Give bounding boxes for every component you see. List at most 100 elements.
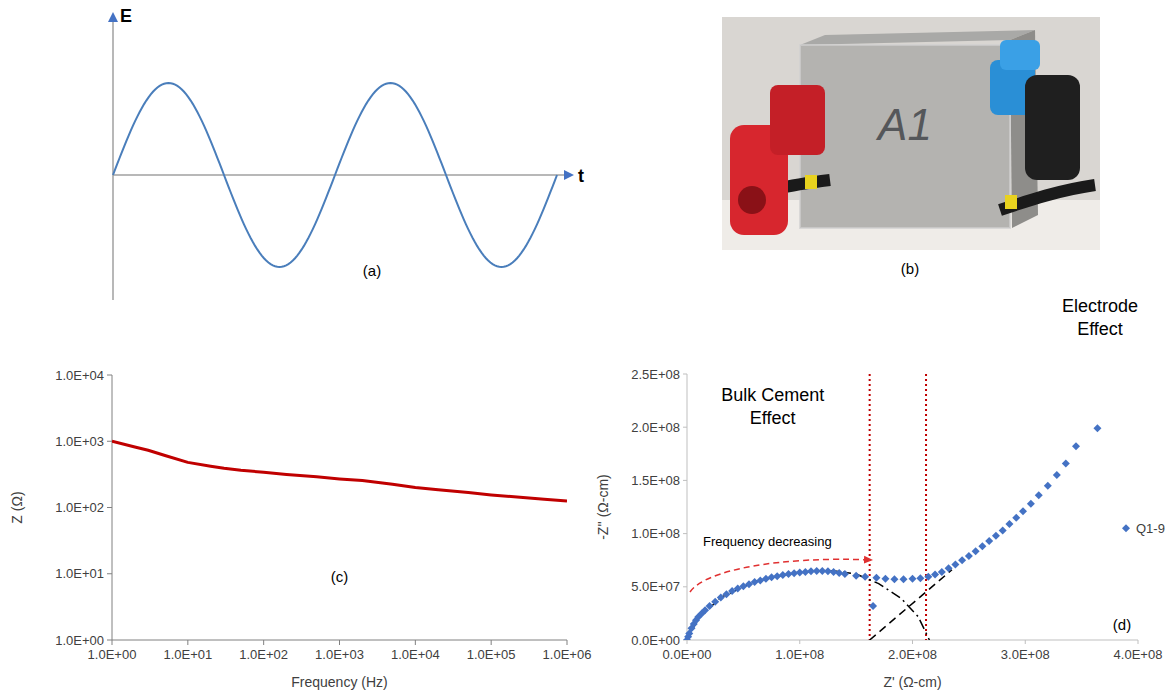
data-point [972,547,980,555]
annotation: Bulk CementEffect [721,385,824,428]
data-point [945,564,953,572]
x-tick-label: 1.0E+01 [163,647,212,662]
panel-a: Et(a) [113,6,584,300]
annotation: Frequency decreasing [703,534,832,549]
photo-background [722,17,1100,250]
y-tick [107,507,112,508]
x-tick [1138,640,1139,644]
y-tick-label: 1.0E+00 [55,633,104,648]
x-tick-label: 1.0E+05 [467,647,516,662]
data-point [978,542,986,550]
data-point [985,537,993,545]
y-tick [107,640,112,641]
y-axis-title: -Z'' (Ω-cm) [595,474,611,540]
data-point [751,578,759,586]
x-tick [567,640,568,645]
y-tick-label: 1.0E+01 [55,566,104,581]
figure: Et(a)A1(b)1.0E+001.0E+011.0E+021.0E+031.… [0,0,1172,696]
x-tick-label: 1.0E+04 [391,647,440,662]
data-point [1062,459,1070,467]
data-point [916,574,924,582]
legend-label: Q1-9 [1136,521,1165,536]
cable-tag [805,175,817,189]
x-tick [112,640,113,645]
specimen-label: A1 [875,100,932,149]
y-tick-label: 1.0E+08 [631,526,680,541]
data-point [756,576,764,584]
annotation: Electrode Effect [1062,296,1138,339]
impedance-line [112,441,567,501]
y-axis [687,374,688,640]
data-point [841,570,849,578]
y-tick [683,480,687,481]
plot-data [683,374,1101,640]
data-point [881,575,889,583]
y-tick-label: 5.0E+07 [631,579,680,594]
y-tick-label: 1.0E+04 [55,368,104,383]
data-point [861,573,869,581]
data-point [899,575,907,583]
x-tick-label: 1.0E+02 [239,647,288,662]
y-tick [107,441,112,442]
legend-marker [1122,524,1130,532]
x-tick [415,640,416,645]
data-point [1093,424,1101,432]
data-point [938,568,946,576]
x-tick [1025,640,1026,644]
plastic-wrap [800,45,1010,228]
x-tick-label: 1.0E+06 [543,647,592,662]
red-clip-socket [738,186,766,214]
y-tick [683,586,687,587]
data-point [890,575,898,583]
panel-label: (c) [331,568,349,585]
black-clip [1025,75,1080,180]
data-point [869,602,877,610]
blue-clip-top [1000,40,1040,70]
y-tick [683,533,687,534]
x-tick [799,640,800,644]
panel-b: A1 (b) [722,17,1100,277]
data-point [1072,442,1080,450]
x-tick [912,640,913,644]
y-tick-label: 1.5E+08 [631,473,680,488]
x-tick-label: 3.0E+08 [1001,647,1050,662]
x-tick-label: 1.0E+08 [775,647,824,662]
data-point [872,574,880,582]
data-point [706,602,714,610]
panel-label: (b) [901,260,919,277]
text-line: Bulk Cement [721,385,824,405]
data-point [711,598,719,606]
y-tick-label: 2.5E+08 [631,367,680,382]
y-tick-label: 1.0E+02 [55,500,104,515]
x-tick [263,640,264,645]
x-tick [491,640,492,645]
y-axis-title: Z (Ω) [9,491,25,523]
data-point [1044,482,1052,490]
x-tick-label: 1.0E+03 [315,647,364,662]
data-point [1012,514,1020,522]
panel-c: 1.0E+00 1.0E+01 1.0E+02 1.0E+03 1.0E+04 1.0E+… [9,368,591,691]
text-line: Electrode [1062,296,1138,316]
text-line: Effect [1077,319,1123,339]
data-point [762,575,770,583]
data-point [1053,471,1061,479]
x-tick [339,640,340,645]
x-axis-title: Frequency (Hz) [291,674,387,690]
cube-top [800,30,1035,45]
cable [1000,185,1095,210]
e-axis [112,14,114,300]
y-tick [107,573,112,574]
t-axis [113,174,572,176]
data-point [1027,500,1035,508]
frequency-arrow [690,559,872,592]
y-tick-label: 0.0E+00 [631,633,680,648]
fit-line [870,570,952,640]
data-point [852,572,860,580]
panel-label: (d) [1113,616,1131,633]
axis-label: t [578,166,584,186]
data-point [1019,507,1027,515]
fit-line [856,574,929,640]
red-clip-jaw [770,85,825,155]
data-point [924,573,932,581]
cube-front [800,45,1010,228]
